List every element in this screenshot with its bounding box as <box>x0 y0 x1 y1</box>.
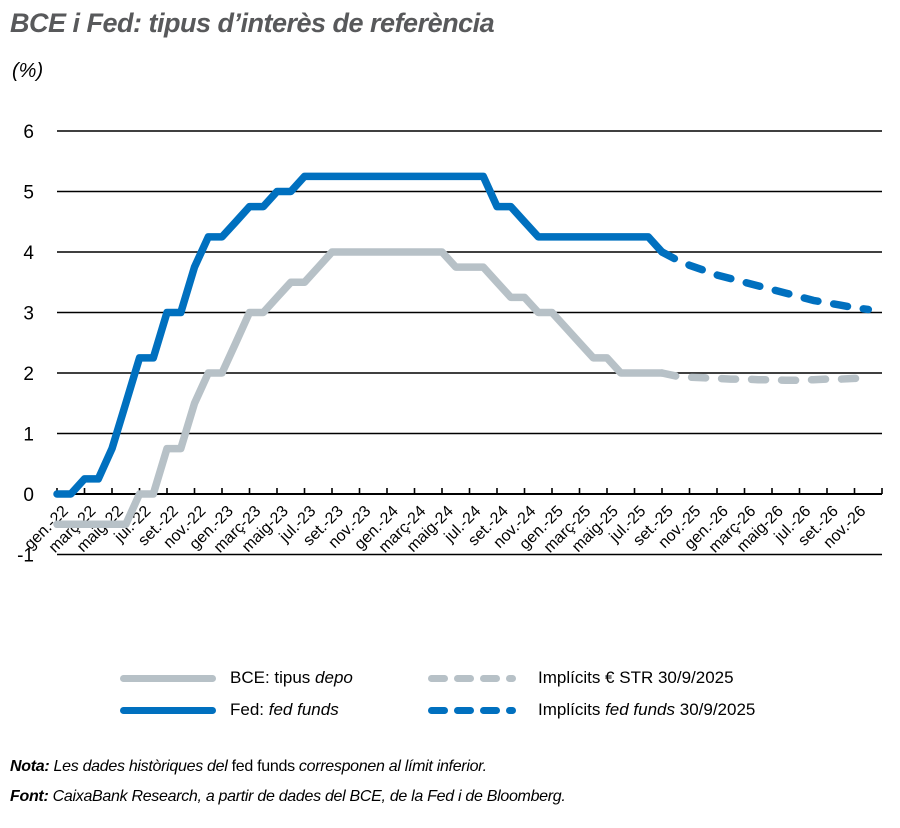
legend-swatch-fed <box>120 706 216 714</box>
series-line-3 <box>658 248 873 314</box>
footnote-note: Nota: Les dades històriques del fed fund… <box>10 758 487 775</box>
source-label: Font: <box>10 788 49 805</box>
legend-label-fed-implied: Implícits fed funds 30/9/2025 <box>538 700 756 719</box>
legend-item-ecb-implied: Implícits € STR 30/9/2025 <box>428 668 734 688</box>
legend-swatch-ecb-implied <box>428 674 524 682</box>
legend-label-ecb: BCE: tipus depo <box>230 668 353 687</box>
y-tick-label: 2 <box>23 364 34 385</box>
legend-swatch-fed-implied <box>428 706 524 714</box>
legend-swatch-ecb <box>120 674 216 682</box>
y-axis-unit: (%) <box>12 60 44 82</box>
legend-label-ecb-implied: Implícits € STR 30/9/2025 <box>538 668 734 687</box>
y-tick-label: 3 <box>23 304 34 325</box>
series-line-2 <box>53 172 666 498</box>
y-tick-label: 4 <box>23 243 34 264</box>
y-tick-label: 1 <box>23 425 34 446</box>
y-tick-label: 6 <box>23 122 34 143</box>
y-tick-label: 0 <box>23 485 34 506</box>
y-tick-label: 5 <box>23 183 34 204</box>
chart-title: BCE i Fed: tipus d’interès de referència <box>10 8 495 38</box>
x-axis: gen.-22març-22maig-22jul.-22set.-22nov.-… <box>21 488 883 556</box>
y-tick-label: -1 <box>17 546 34 567</box>
y-axis-ticks: -1 0 1 2 3 4 5 6 <box>17 122 34 567</box>
legend: BCE: tipus depo Implícits € STR 30/9/202… <box>0 666 900 726</box>
footnote-source: Font: CaixaBank Research, a partir de da… <box>10 788 566 805</box>
series-line-1 <box>658 369 873 385</box>
series-lines <box>53 172 873 529</box>
legend-label-fed: Fed: fed funds <box>230 700 339 719</box>
legend-item-fed: Fed: fed funds <box>120 700 339 720</box>
series-line-0 <box>53 248 666 529</box>
legend-item-ecb: BCE: tipus depo <box>120 668 353 688</box>
note-label: Nota: <box>10 758 50 775</box>
legend-item-fed-implied: Implícits fed funds 30/9/2025 <box>428 700 755 720</box>
